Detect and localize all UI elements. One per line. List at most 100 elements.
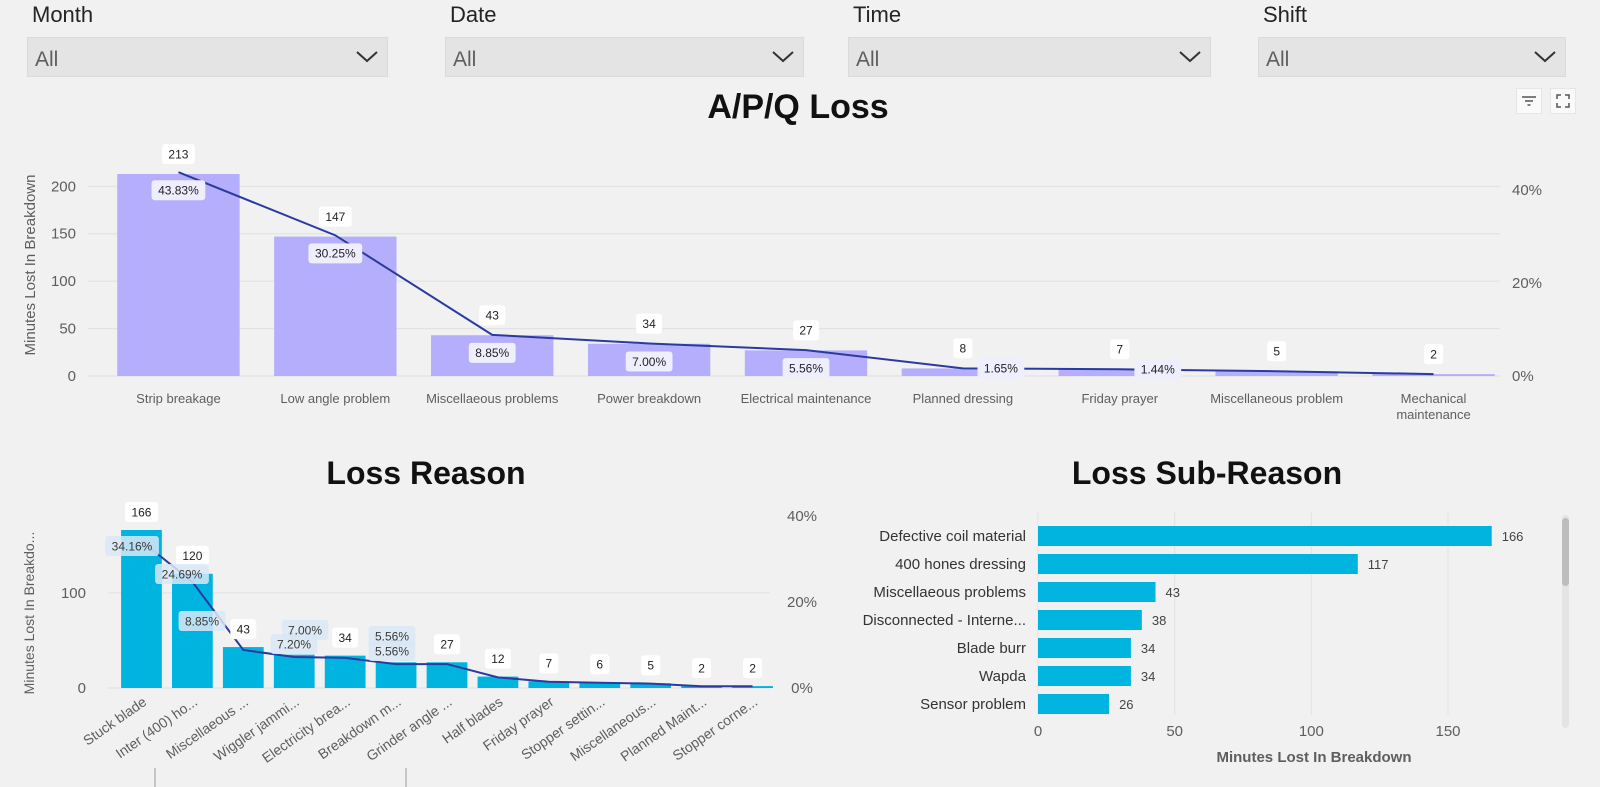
value-label: 43: [486, 309, 500, 323]
bar: [1038, 582, 1156, 602]
value-label: 5: [1273, 345, 1280, 359]
filter-label: Shift: [1263, 2, 1308, 27]
bar: [375, 662, 417, 688]
value-label-bg: [434, 634, 460, 655]
x-tick-label: Strip breakage: [136, 391, 221, 406]
scrollbar-track[interactable]: [1562, 515, 1569, 728]
value-label-bg: [230, 619, 257, 640]
value-label: 27: [799, 324, 813, 338]
value-label-bg: [479, 305, 506, 326]
loss-reason-title: Loss Reason: [326, 455, 526, 491]
value-label-bg: [484, 648, 511, 669]
value-label-bg: [793, 320, 819, 341]
x-tick-label: 150: [1435, 723, 1460, 740]
percent-label: 24.69%: [162, 567, 203, 581]
filter-icon[interactable]: [1516, 88, 1542, 114]
x-tick-label: Friday prayer: [1081, 391, 1158, 406]
percent-label: 5.56%: [375, 629, 409, 643]
percent-label: 1.44%: [1141, 363, 1175, 377]
bar: [117, 174, 240, 376]
y2-tick-label: 0%: [791, 680, 813, 697]
x-tick-label: Stopper corne...: [669, 693, 760, 763]
bar: [1058, 369, 1181, 376]
x-tick-label: Miscellaneous...: [567, 693, 658, 764]
loss-sub-reason-chart: 0 50 100 150 Minutes Lost In Breakdown Defect…: [863, 512, 1523, 766]
percent-label-bg: [155, 564, 209, 584]
filter-icon-glyph: [1522, 96, 1536, 106]
scrollbar-thumb[interactable]: [1562, 518, 1569, 586]
x-tick-label: Electrical maintenance: [741, 391, 872, 406]
x-tick-label: Mechanical: [1401, 391, 1467, 406]
value-label: 2: [698, 661, 705, 675]
value-label: 34: [1141, 669, 1155, 684]
x-tick-label: Planned dressing: [913, 391, 1013, 406]
value-label-bg: [539, 653, 559, 674]
focus-mode-icon[interactable]: [1550, 88, 1576, 114]
percent-label: 5.56%: [375, 644, 409, 658]
y-tick-label: Blade burr: [957, 640, 1026, 657]
x-tick-label: Power breakdown: [597, 391, 701, 406]
value-label: 213: [168, 147, 188, 161]
x-tick-label: Planned Maint...: [617, 693, 709, 764]
percent-label-bg: [178, 611, 226, 631]
filter-label: Date: [450, 2, 497, 27]
loss-sub-reason-title: Loss Sub-Reason: [1071, 455, 1343, 491]
bar: [324, 655, 366, 688]
chevron-down-icon: [1534, 51, 1556, 63]
value-label: 117: [1368, 557, 1389, 572]
percent-label-bg: [468, 342, 516, 363]
bar: [222, 647, 264, 688]
dropdown-value: All: [453, 48, 477, 71]
x-tick-label: Grinder angle ...: [363, 693, 454, 764]
percent-label-bg: [782, 358, 830, 379]
value-label: 166: [131, 505, 151, 519]
value-label: 5: [647, 659, 654, 673]
value-label: 8: [960, 342, 967, 356]
shift-dropdown[interactable]: All: [1258, 37, 1566, 77]
x-tick-label: Low angle problem: [280, 391, 390, 406]
x-tick-label: Wiggler jammi...: [211, 693, 302, 764]
x-tick-label: 50: [1166, 723, 1183, 740]
value-label: 43: [1166, 585, 1180, 600]
y-tick-label: 100: [61, 585, 86, 602]
value-label-bg: [590, 654, 610, 675]
bar: [1215, 371, 1338, 376]
dropdown-value: All: [35, 48, 59, 71]
x-tick-label: 100: [1299, 723, 1324, 740]
value-label: 27: [440, 638, 454, 652]
value-label-bg: [1424, 344, 1444, 365]
percent-label: 8.85%: [475, 346, 509, 360]
value-label-bg: [318, 206, 352, 227]
percent-label: 34.16%: [112, 539, 153, 553]
y-tick-label: 50: [59, 321, 76, 338]
y-tick-label: Wapda: [979, 668, 1027, 685]
percent-label-bg: [368, 626, 416, 646]
bar: [1038, 526, 1492, 546]
value-label: 2: [749, 661, 756, 675]
value-label-bg: [1267, 341, 1287, 362]
date-dropdown[interactable]: All: [445, 37, 804, 77]
y2-tick-label: 40%: [1512, 182, 1542, 199]
y-tick-label: 150: [51, 226, 76, 243]
time-dropdown[interactable]: All: [848, 37, 1211, 77]
value-label: 34: [1141, 641, 1155, 656]
dropdown-value: All: [856, 48, 880, 71]
y2-tick-label: 0%: [1512, 368, 1534, 385]
value-label-bg: [1110, 339, 1130, 360]
value-label-bg: [743, 658, 763, 679]
y-axis-label: Minutes Lost In Breakdown: [22, 175, 39, 356]
filter-label: Month: [32, 2, 94, 27]
value-label-bg: [636, 313, 663, 334]
value-label: 43: [237, 622, 251, 636]
month-dropdown[interactable]: All: [27, 37, 388, 77]
value-label-bg: [162, 144, 195, 164]
value-label: 34: [338, 631, 352, 645]
y2-tick-label: 20%: [1512, 275, 1542, 292]
bar: [426, 662, 468, 688]
cumulative-line: [140, 540, 753, 688]
percent-label-bg: [625, 351, 673, 372]
cumulative-line: [178, 171, 1434, 376]
value-label: 34: [642, 317, 656, 331]
y-tick-label: Defective coil material: [879, 528, 1026, 545]
percent-label: 7.00%: [632, 355, 666, 369]
